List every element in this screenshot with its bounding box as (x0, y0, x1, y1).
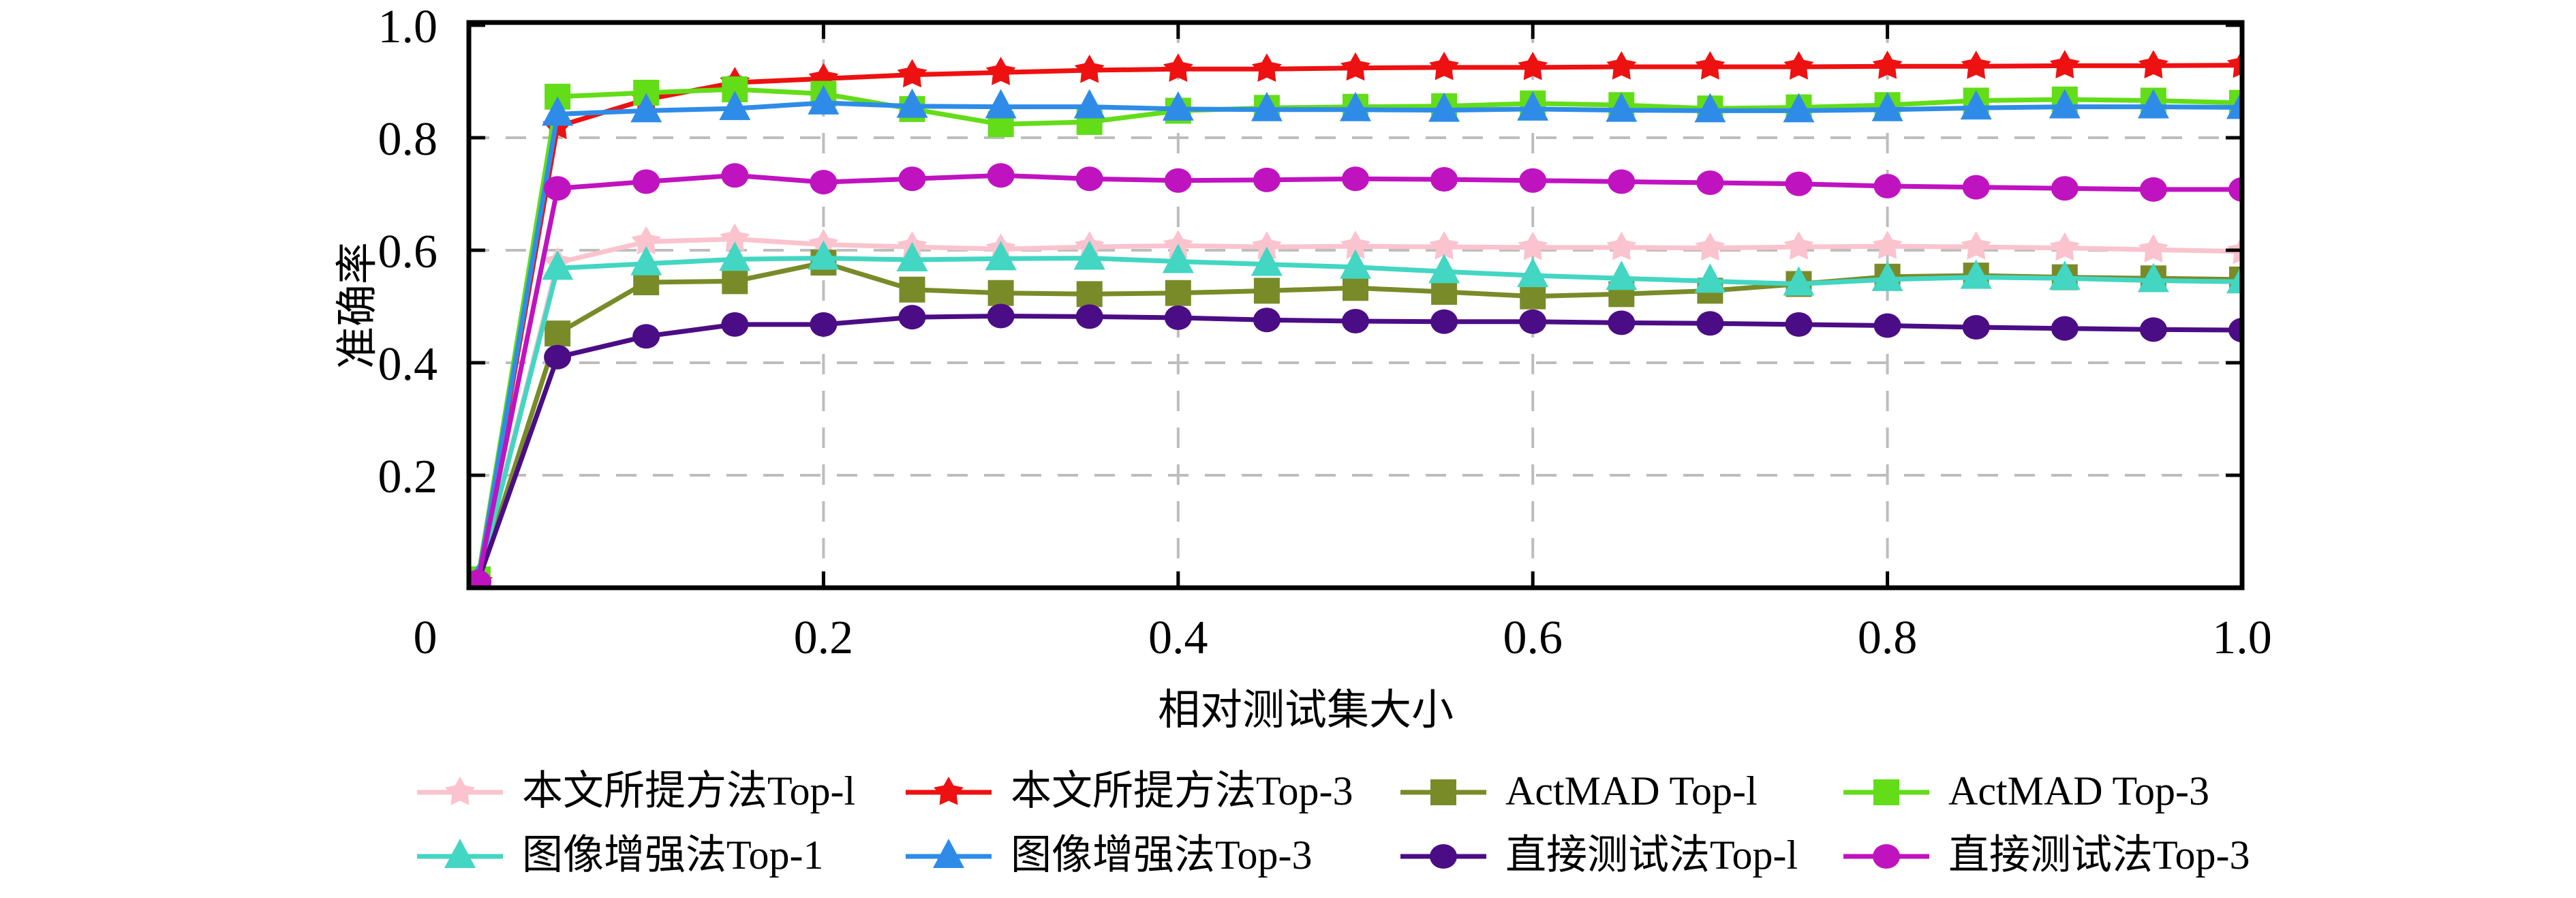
legend-label-proposed-top3: 本文所提方法Top-3 (1011, 768, 1353, 813)
legend-label-direct-test-top1: 直接测试法Top-l (1505, 833, 1798, 878)
legend-label-image-aug-top1: 图像增强法Top-1 (522, 833, 824, 878)
series-markers-direct-test-top3 (469, 163, 2242, 588)
legend-item-proposed-top1: 本文所提方法Top-l (409, 762, 898, 820)
legend-item-direct-test-top1: 直接测试法Top-l (1392, 826, 1835, 884)
series-markers-image-aug-top3 (469, 85, 2242, 588)
star-marker-icon (417, 777, 503, 805)
legend-item-proposed-top3: 本文所提方法Top-3 (898, 762, 1392, 820)
legend-label-actmad-top3: ActMAD Top-3 (1948, 768, 2209, 813)
series-image-aug-top3 (469, 85, 2242, 588)
circle-marker-icon (1400, 844, 1486, 869)
series-line-image-aug-top1 (475, 256, 2242, 585)
series-direct-test-top3 (469, 163, 2242, 588)
legend: 本文所提方法Top-l 本文所提方法Top-3 ActMAD Top-l ActMAD… (409, 762, 2285, 884)
legend-item-direct-test-top3: 直接测试法Top-3 (1835, 826, 2285, 884)
legend-label-proposed-top1: 本文所提方法Top-l (522, 768, 856, 813)
legend-label-direct-test-top3: 直接测试法Top-3 (1948, 833, 2250, 878)
series-layer (469, 49, 2242, 588)
y-axis-title: 准确率 (335, 242, 381, 369)
x-tick-label-0: 0 (414, 612, 438, 664)
triangle-marker-icon (417, 839, 503, 868)
legend-item-image-aug-top1: 图像增强法Top-1 (409, 826, 898, 884)
x-axis-title: 相对测试集大小 (1158, 687, 1454, 734)
x-tick-label-0.8: 0.8 (1858, 612, 1918, 664)
series-markers-direct-test-top1 (469, 303, 2242, 588)
triangle-marker-icon (906, 839, 992, 868)
legend-label-image-aug-top3: 图像增强法Top-3 (1011, 833, 1313, 878)
y-tick-label-1.0: 1.0 (378, 1, 438, 53)
legend-item-image-aug-top3: 图像增强法Top-3 (898, 826, 1392, 884)
series-markers-actmad-top1 (469, 250, 2242, 588)
legend-item-actmad-top3: ActMAD Top-3 (1835, 762, 2285, 820)
legend-label-actmad-top1: ActMAD Top-l (1505, 768, 1758, 813)
x-tick-label-0.6: 0.6 (1503, 612, 1563, 664)
series-direct-test-top1 (469, 303, 2242, 588)
star-marker-icon (906, 777, 992, 805)
x-tick-label-1.0: 1.0 (2212, 612, 2272, 664)
series-line-direct-test-top1 (475, 314, 2242, 585)
x-tick-label-0.4: 0.4 (1148, 612, 1208, 664)
y-tick-label-0.4: 0.4 (378, 338, 438, 391)
square-marker-icon (1843, 779, 1929, 805)
y-tick-label-0.8: 0.8 (378, 113, 438, 166)
x-tick-label-0.2: 0.2 (794, 612, 854, 664)
circle-marker-icon (1843, 844, 1929, 869)
square-marker-icon (1400, 779, 1486, 805)
y-tick-label-0.2: 0.2 (378, 451, 438, 503)
plot-border (466, 20, 2245, 590)
legend-item-actmad-top1: ActMAD Top-l (1392, 762, 1835, 820)
y-tick-label-0.6: 0.6 (378, 226, 438, 278)
axis-ticks (469, 23, 2242, 588)
series-actmad-top1 (469, 250, 2242, 588)
